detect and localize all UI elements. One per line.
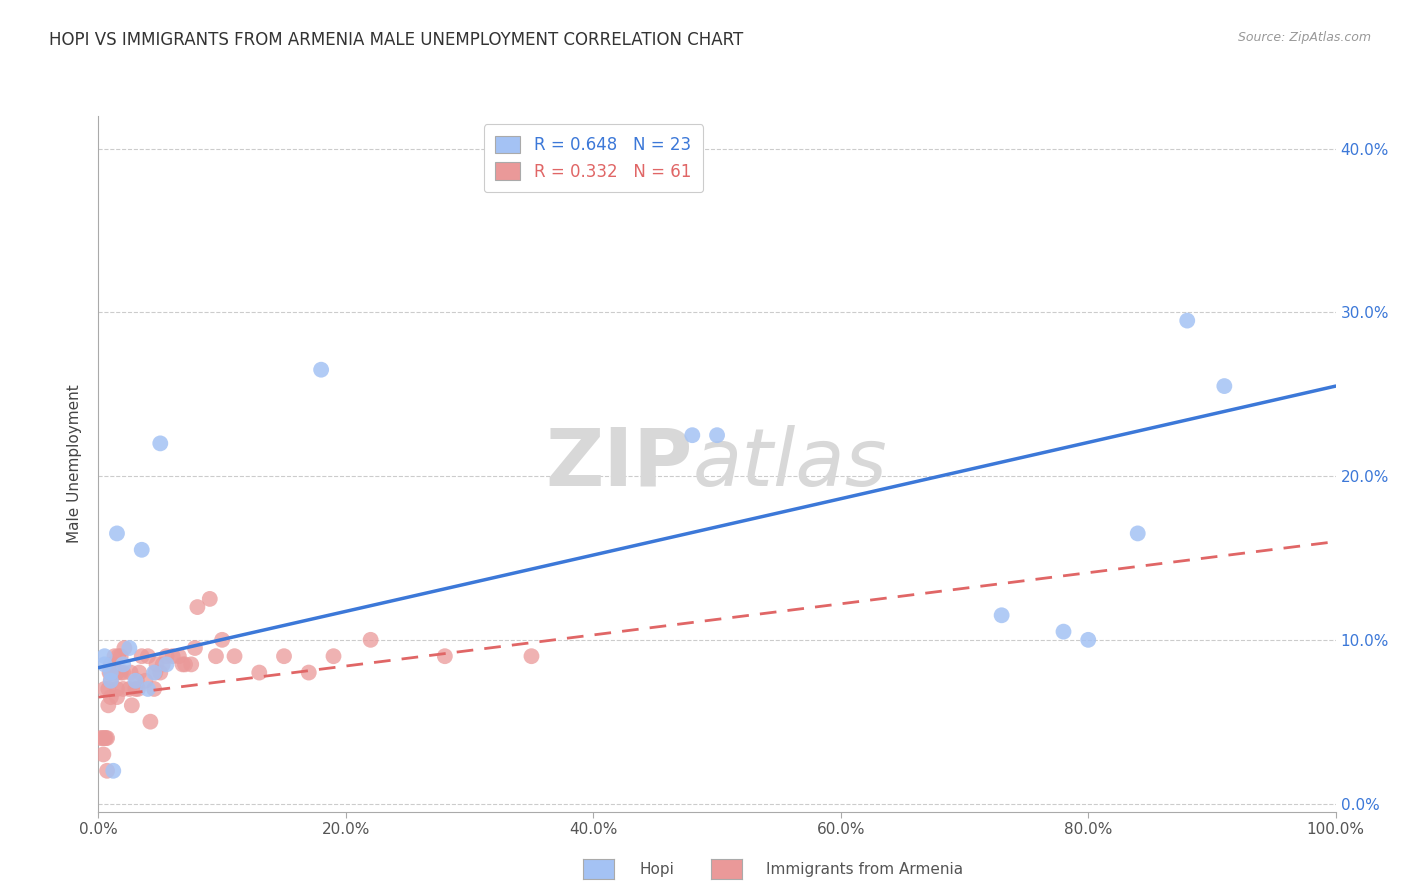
Point (136, 649, 159, 664)
Point (273, 649, 295, 664)
Point (93, 649, 115, 664)
Point (105, 665, 128, 680)
Point (120, 665, 142, 680)
Point (152, 657, 174, 672)
Point (360, 632, 382, 647)
Point (94, 731, 117, 745)
Point (990, 608, 1012, 623)
Point (118, 640, 141, 655)
Point (96, 764, 118, 778)
Point (162, 649, 184, 664)
Point (97, 681, 120, 696)
Point (433, 649, 456, 664)
Point (143, 665, 166, 680)
Point (112, 657, 135, 672)
Point (134, 673, 156, 688)
Point (103, 649, 125, 664)
Point (100, 657, 122, 672)
Point (139, 714, 162, 729)
Point (107, 649, 129, 664)
Point (322, 649, 344, 664)
Point (1077, 632, 1099, 647)
Legend: R = 0.648   N = 23, R = 0.332   N = 61: R = 0.648 N = 23, R = 0.332 N = 61 (484, 124, 703, 193)
Point (125, 673, 148, 688)
Point (145, 657, 167, 672)
Point (174, 657, 197, 672)
Point (100, 690, 122, 705)
Text: ZIP: ZIP (546, 425, 692, 503)
Point (110, 649, 132, 664)
Text: atlas: atlas (692, 425, 887, 503)
Point (112, 640, 135, 655)
Point (520, 649, 543, 664)
Text: Hopi: Hopi (640, 863, 675, 877)
Point (105, 690, 128, 705)
Point (205, 649, 228, 664)
Point (124, 681, 146, 696)
Point (1126, 526, 1149, 541)
Point (172, 657, 194, 672)
Point (91, 731, 114, 745)
Point (131, 649, 153, 664)
Text: Source: ZipAtlas.com: Source: ZipAtlas.com (1237, 31, 1371, 45)
Point (118, 681, 141, 696)
Point (1175, 313, 1198, 327)
Point (121, 698, 143, 713)
Point (309, 362, 332, 376)
Point (681, 428, 703, 442)
Point (105, 526, 128, 541)
Point (1213, 379, 1236, 393)
Point (211, 632, 233, 647)
Point (90, 731, 112, 745)
Y-axis label: Male Unemployment: Male Unemployment (67, 384, 83, 543)
Point (149, 436, 172, 450)
Point (184, 640, 207, 655)
Point (143, 665, 166, 680)
Point (110, 665, 132, 680)
Point (1052, 624, 1074, 639)
Point (103, 657, 125, 672)
Point (136, 681, 159, 696)
Point (97, 698, 120, 713)
Point (155, 649, 177, 664)
Point (224, 649, 246, 664)
Point (155, 657, 177, 672)
Point (127, 681, 149, 696)
Point (706, 428, 728, 442)
Point (149, 665, 172, 680)
Point (186, 600, 208, 615)
Point (100, 673, 122, 688)
Point (128, 665, 150, 680)
Point (131, 542, 153, 557)
Point (180, 657, 202, 672)
Point (100, 665, 122, 680)
Point (143, 681, 166, 696)
Point (247, 665, 270, 680)
Point (93, 681, 115, 696)
Point (100, 665, 122, 680)
Point (112, 681, 135, 696)
Point (112, 665, 135, 680)
Point (298, 665, 321, 680)
Point (96, 731, 118, 745)
Point (105, 681, 128, 696)
Point (100, 673, 122, 688)
Point (93, 747, 115, 762)
Point (93, 731, 115, 745)
Text: Immigrants from Armenia: Immigrants from Armenia (766, 863, 963, 877)
Point (93, 657, 115, 672)
Point (124, 673, 146, 688)
Point (103, 764, 125, 778)
Point (198, 591, 221, 606)
Point (98, 665, 121, 680)
Text: HOPI VS IMMIGRANTS FROM ARMENIA MALE UNEMPLOYMENT CORRELATION CHART: HOPI VS IMMIGRANTS FROM ARMENIA MALE UNE… (49, 31, 744, 49)
Point (167, 649, 190, 664)
